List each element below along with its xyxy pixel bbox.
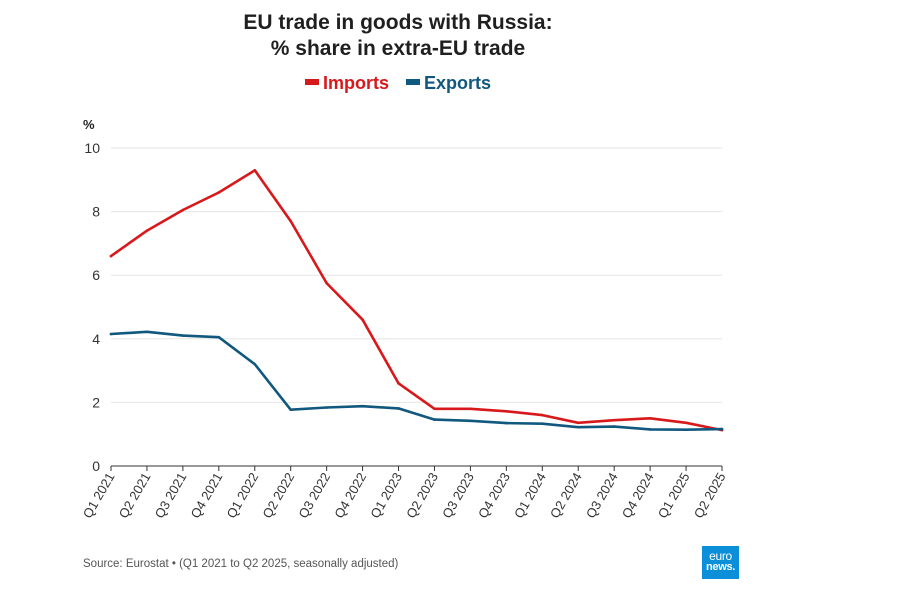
chart-title: EU trade in goods with Russia: % share i… — [0, 10, 796, 62]
y-tick-label-10: 10 — [84, 140, 100, 156]
x-tick-label-17: Q2 2025 — [691, 470, 729, 521]
series-line-exports — [109, 330, 724, 432]
data-point-exports-2 — [181, 334, 185, 337]
data-point-exports-15 — [648, 428, 652, 431]
data-point-imports-10 — [469, 407, 472, 411]
data-point-imports-14 — [612, 418, 616, 422]
data-point-exports-8 — [397, 407, 400, 410]
x-tick-label-8: Q1 2023 — [367, 470, 405, 521]
data-point-exports-17 — [720, 427, 724, 431]
data-point-exports-12 — [540, 422, 544, 426]
data-point-exports-0 — [109, 332, 113, 336]
x-tick-label-4: Q1 2022 — [223, 470, 261, 521]
x-tick-label-5: Q2 2022 — [259, 470, 297, 521]
x-tick-label-1: Q2 2021 — [116, 470, 154, 521]
data-point-imports-1 — [145, 229, 149, 232]
x-tick-label-6: Q3 2022 — [295, 470, 333, 521]
data-point-imports-6 — [325, 281, 328, 285]
x-tick-label-2: Q3 2021 — [152, 470, 190, 521]
data-point-imports-0 — [109, 254, 113, 258]
series-line-imports — [109, 169, 724, 432]
x-tick-label-12: Q1 2024 — [511, 470, 549, 521]
logo-line2: news. — [705, 561, 736, 573]
legend-label-exports: Exports — [424, 73, 492, 93]
data-point-exports-4 — [253, 362, 257, 366]
data-point-imports-7 — [361, 318, 364, 322]
data-point-imports-5 — [289, 219, 293, 223]
data-point-exports-9 — [433, 418, 436, 421]
chart-title-line1: EU trade in goods with Russia: — [243, 11, 553, 34]
data-point-imports-11 — [505, 410, 508, 413]
x-tick-label-15: Q4 2024 — [619, 470, 657, 521]
chart-title-line2: % share in extra-EU trade — [270, 37, 526, 60]
data-point-exports-13 — [576, 425, 580, 429]
x-tick-label-16: Q1 2025 — [655, 470, 693, 521]
y-tick-label-2: 2 — [92, 394, 100, 410]
legend-swatch-imports — [304, 79, 319, 86]
logo-line1: euro — [709, 549, 732, 563]
data-point-imports-12 — [540, 413, 544, 417]
data-point-exports-3 — [217, 335, 221, 339]
data-point-exports-16 — [684, 428, 688, 432]
data-point-exports-6 — [325, 406, 328, 409]
x-tick-label-10: Q3 2023 — [439, 470, 477, 521]
data-point-imports-3 — [217, 191, 221, 194]
data-point-exports-5 — [289, 408, 293, 412]
legend: Imports Exports — [0, 72, 796, 94]
x-tick-label-11: Q4 2023 — [475, 470, 513, 521]
source-note: Source: Eurostat • (Q1 2021 to Q2 2025, … — [83, 558, 399, 570]
legend-item-imports: Imports — [304, 72, 389, 94]
data-point-imports-13 — [576, 421, 580, 425]
data-point-imports-9 — [433, 407, 436, 411]
x-tick-label-9: Q2 2023 — [403, 470, 441, 521]
x-tick-label-14: Q3 2024 — [583, 470, 621, 521]
legend-label-imports: Imports — [322, 73, 389, 93]
euronews-logo: euro news. — [702, 546, 739, 579]
data-point-exports-1 — [145, 330, 149, 334]
data-point-exports-10 — [469, 419, 472, 423]
y-tick-label-6: 6 — [92, 267, 100, 283]
data-point-exports-14 — [612, 425, 616, 428]
legend-swatch-exports — [406, 79, 420, 86]
legend-item-exports: Exports — [406, 72, 491, 94]
data-point-imports-15 — [648, 417, 652, 420]
data-point-exports-11 — [505, 421, 508, 425]
x-tick-label-3: Q4 2021 — [187, 470, 225, 521]
x-tick-label-7: Q4 2022 — [331, 470, 369, 521]
data-point-imports-4 — [253, 168, 257, 172]
y-axis-unit: % — [83, 117, 95, 132]
x-tick-label-0: Q1 2021 — [80, 470, 118, 521]
y-tick-label-8: 8 — [92, 204, 100, 220]
y-tick-label-4: 4 — [92, 331, 100, 347]
data-point-imports-8 — [397, 382, 400, 385]
x-tick-label-13: Q2 2024 — [547, 470, 585, 521]
y-tick-label-0: 0 — [92, 458, 100, 474]
data-point-exports-7 — [361, 404, 364, 408]
data-point-imports-16 — [684, 421, 688, 425]
data-point-imports-2 — [181, 208, 185, 212]
